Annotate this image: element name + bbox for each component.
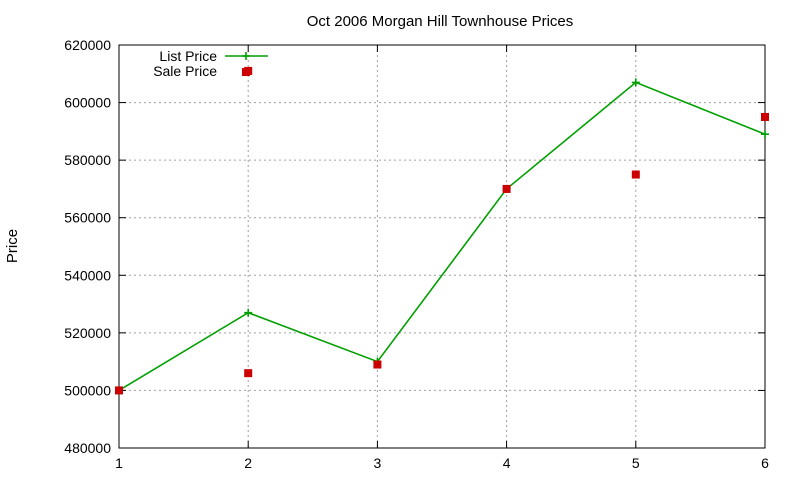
x-tick-label: 5 [632, 455, 640, 471]
sale-price-point [115, 386, 123, 395]
x-tick-label: 3 [374, 455, 382, 471]
sale-price-point [244, 369, 253, 378]
y-tick-label: 500000 [64, 382, 111, 398]
y-tick-label: 480000 [64, 440, 111, 456]
x-tick-label: 6 [761, 455, 769, 471]
legend-marker-list-price [242, 52, 250, 60]
sale-price-point [631, 170, 640, 179]
y-tick-label: 580000 [64, 152, 111, 168]
legend-marker-sale-price [242, 68, 250, 76]
sale-price-point [761, 112, 769, 121]
series-line-list-price [118, 81, 766, 392]
plot-frame [118, 44, 766, 449]
ticks-layer: 480000 500000 520000 540000 560000 580000 6000… [64, 37, 769, 471]
x-tick-label: 1 [115, 455, 123, 471]
y-tick-label: 520000 [64, 325, 111, 341]
x-tick-label: 4 [503, 455, 511, 471]
chart-title: Oct 2006 Morgan Hill Townhouse Prices [307, 13, 574, 30]
grid-layer [119, 45, 765, 448]
list-price-point [244, 308, 253, 317]
y-tick-label: 540000 [64, 267, 111, 283]
legend-label-sale-price: Sale Price [153, 63, 217, 79]
legend-label-list-price: List Price [159, 48, 217, 64]
y-tick-label: 600000 [64, 95, 111, 111]
sale-price-point [502, 184, 511, 193]
y-tick-label: 620000 [64, 37, 111, 53]
y-axis-label: Price [4, 229, 21, 263]
list-price-point [631, 78, 640, 87]
y-tick-label: 560000 [64, 210, 111, 226]
series-layer [115, 66, 769, 395]
x-tick-label: 2 [244, 455, 252, 471]
sale-price-point [373, 360, 382, 369]
list-price-point [761, 130, 769, 139]
